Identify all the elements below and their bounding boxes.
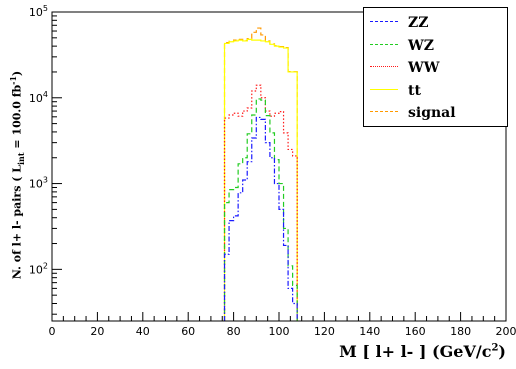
legend-label: signal	[408, 105, 456, 121]
legend-item-ww: WW	[364, 57, 507, 79]
x-tick-label: 200	[496, 325, 516, 338]
series-zz-line	[223, 116, 298, 321]
series-signal-line	[223, 27, 298, 321]
y-tick-label: 102	[29, 261, 48, 276]
legend-label: WZ	[408, 37, 434, 54]
series-wz-line	[223, 98, 298, 321]
x-tick-label: 120	[314, 325, 335, 338]
legend-swatch	[370, 21, 398, 22]
x-tick-label: 180	[450, 325, 471, 338]
x-tick-label: 160	[405, 325, 426, 338]
legend-item-signal: signal	[364, 102, 507, 124]
legend-item-wz: WZ	[364, 35, 507, 57]
x-tick-label: 100	[269, 325, 290, 338]
legend-swatch	[370, 66, 398, 67]
legend-swatch	[370, 111, 398, 112]
y-axis-label: N. of l+ l- pairs ( Lint = 100.0 fb-1)	[8, 70, 26, 280]
legend-label: ZZ	[408, 15, 429, 31]
x-axis-label: M [ l+ l- ] (GeV/c2)	[339, 342, 506, 361]
x-tick-label: 80	[227, 325, 241, 338]
y-tick-label: 105	[29, 4, 48, 19]
series-tt-line	[223, 38, 298, 321]
axis-layer: 0 20 40 60 80 100 120 140 160 180 200 102 103 104 105	[29, 4, 516, 338]
x-tick-label: 40	[136, 325, 150, 338]
legend-label: WW	[408, 60, 440, 76]
legend-item-zz: ZZ	[364, 12, 507, 34]
x-tick-label: 60	[181, 325, 195, 338]
legend: ZZ WZ WW tt signal	[363, 7, 508, 127]
legend-swatch	[370, 88, 398, 90]
legend-item-tt: tt	[364, 80, 507, 102]
legend-label: tt	[408, 82, 421, 99]
x-tick-label: 0	[49, 325, 56, 338]
series-ww-line	[223, 84, 298, 321]
y-tick-label: 104	[29, 90, 48, 105]
x-tick-label: 20	[90, 325, 104, 338]
series-layer	[223, 27, 298, 321]
x-tick-label: 140	[359, 325, 380, 338]
y-tick-label: 103	[29, 176, 48, 191]
legend-swatch	[370, 43, 398, 45]
